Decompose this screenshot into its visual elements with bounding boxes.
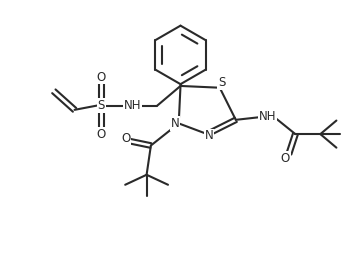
Text: N: N — [205, 129, 213, 142]
Text: S: S — [97, 99, 105, 112]
Text: O: O — [97, 128, 106, 141]
Text: O: O — [121, 132, 131, 145]
Text: O: O — [97, 70, 106, 83]
Text: N: N — [171, 117, 179, 130]
Text: NH: NH — [123, 99, 141, 112]
Text: NH: NH — [259, 110, 277, 123]
Text: O: O — [281, 152, 290, 165]
Text: S: S — [218, 76, 225, 89]
